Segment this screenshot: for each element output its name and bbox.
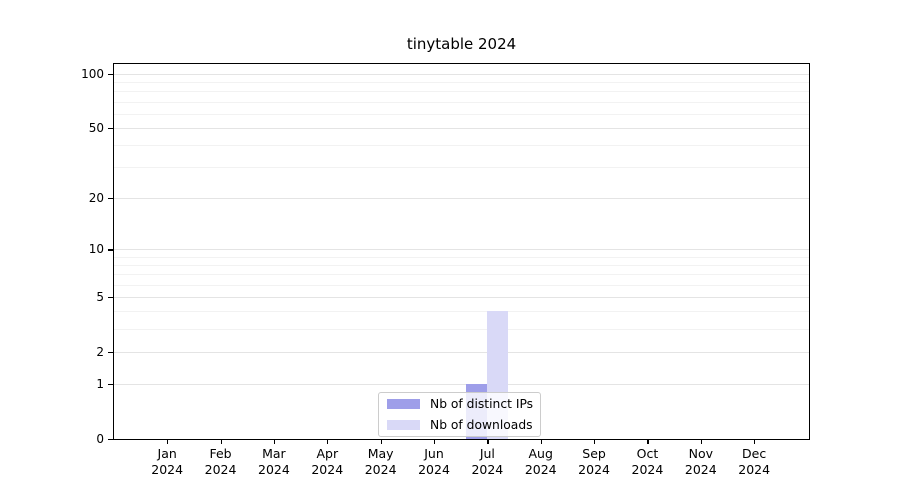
legend-row-downloads: Nb of downloads [379, 415, 540, 435]
x-tick [327, 440, 329, 444]
x-tick-label: Dec 2024 [738, 446, 771, 477]
gridline-minor [114, 91, 809, 93]
x-tick [647, 440, 649, 444]
y-tick-label: 2 [96, 345, 104, 359]
chart-title: tinytable 2024 [406, 35, 517, 53]
gridline-major [114, 351, 809, 353]
gridlines-layer [114, 64, 809, 439]
x-tick [487, 440, 489, 444]
y-tick [108, 128, 113, 130]
x-tick-label: Sep 2024 [578, 446, 610, 477]
plot-area [113, 63, 810, 440]
legend-label-distinct-ips: Nb of distinct IPs [430, 397, 534, 411]
x-tick [700, 440, 702, 444]
x-tick [167, 440, 169, 444]
gridline-minor [114, 82, 809, 84]
y-tick-label: 5 [96, 290, 104, 305]
gridline-major [114, 198, 809, 200]
legend-swatch-distinct-ips [387, 399, 420, 409]
y-tick [108, 198, 113, 200]
y-tick-label: 20 [88, 191, 104, 206]
y-tick-label: 10 [88, 242, 104, 257]
gridline-minor [114, 167, 809, 169]
gridline-minor [114, 329, 809, 331]
y-tick [108, 384, 113, 386]
x-tick-label: Aug 2024 [524, 446, 557, 477]
gridline-minor [114, 101, 809, 103]
y-tick [108, 297, 113, 299]
gridline-minor [114, 113, 809, 115]
y-tick [108, 438, 113, 440]
x-tick-label: Jun 2024 [418, 446, 450, 477]
legend-swatch-downloads [387, 420, 420, 430]
x-tick [273, 440, 276, 444]
gridline-major [114, 127, 809, 129]
gridline-major [114, 74, 809, 75]
gridline-minor [114, 274, 809, 276]
x-tick [754, 440, 756, 444]
gridline-major [114, 297, 809, 299]
y-tick [108, 249, 113, 251]
legend-label-downloads: Nb of downloads [430, 418, 533, 432]
x-tick [380, 440, 382, 444]
gridline-minor [114, 256, 809, 258]
gridline-minor [114, 265, 809, 267]
x-tick-label: Oct 2024 [631, 446, 664, 477]
x-tick-label: Apr 2024 [311, 446, 344, 477]
x-tick [220, 440, 222, 444]
x-tick-label: Feb 2024 [204, 446, 237, 477]
x-tick-label: Nov 2024 [684, 446, 717, 477]
x-tick [434, 440, 436, 444]
x-tick-label: Jan 2024 [151, 446, 184, 477]
y-tick-label: 50 [88, 121, 104, 136]
gridline-minor [114, 311, 809, 313]
x-tick-label: May 2024 [364, 446, 397, 477]
x-tick-label: Jul 2024 [471, 446, 504, 477]
legend: Nb of distinct IPs Nb of downloads [378, 392, 541, 437]
gridline-major [114, 383, 809, 385]
y-tick-label: 0 [96, 431, 104, 446]
bars-layer [114, 64, 809, 439]
legend-row-distinct-ips: Nb of distinct IPs [379, 394, 540, 414]
gridline-major [114, 249, 809, 251]
y-tick-label: 1 [96, 377, 104, 392]
x-tick-label: Mar 2024 [258, 446, 290, 477]
y-tick-label: 100 [81, 67, 104, 82]
gridline-minor [114, 284, 809, 286]
y-tick [108, 352, 113, 354]
y-tick [108, 74, 113, 76]
x-tick [540, 440, 542, 444]
x-tick [594, 440, 596, 444]
gridline-minor [114, 145, 809, 147]
